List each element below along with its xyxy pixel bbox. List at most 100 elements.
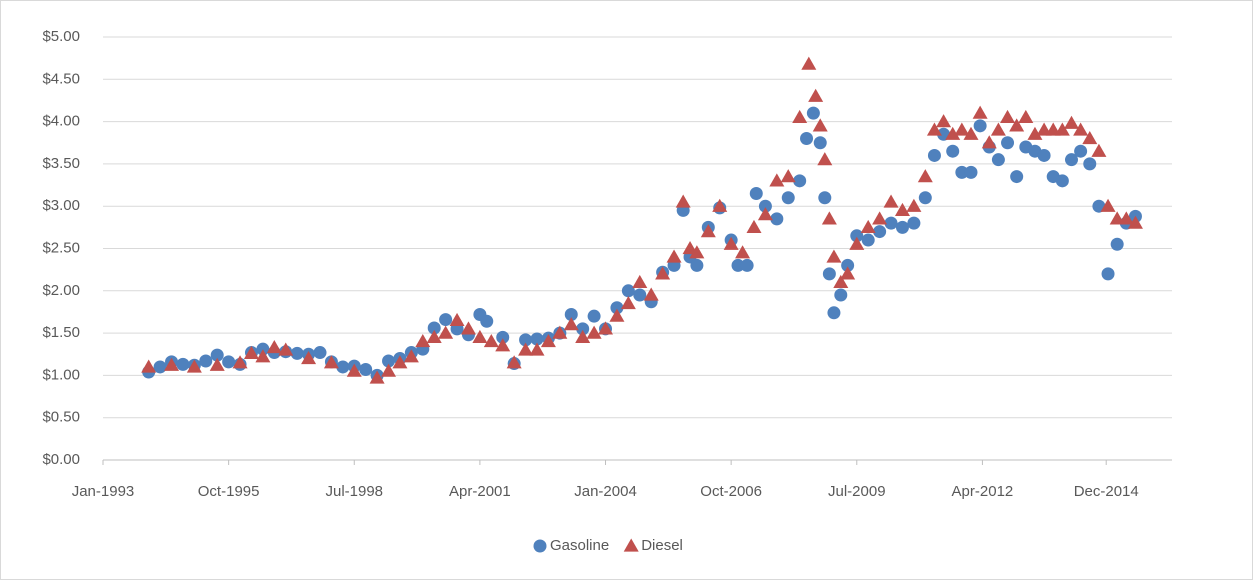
circle-marker [813, 136, 827, 150]
triangle-marker [700, 224, 716, 238]
circle-marker [587, 309, 601, 323]
triangle-marker [821, 211, 837, 225]
triangle-marker [735, 245, 751, 259]
circle-marker [210, 348, 224, 362]
triangle-marker [232, 355, 248, 369]
circle-marker [633, 288, 647, 302]
triangle-marker [723, 236, 739, 250]
triangle-marker [643, 287, 659, 301]
triangle-marker [1000, 109, 1016, 123]
circle-marker [918, 191, 932, 205]
circle-marker [530, 332, 544, 346]
circle-marker [1064, 153, 1078, 167]
triangle-marker [936, 114, 952, 128]
y-tick-label: $1.50 [42, 324, 80, 341]
triangle-marker [769, 173, 785, 187]
triangle-marker [278, 342, 294, 356]
circle-marker [955, 165, 969, 179]
circle-marker [336, 360, 350, 374]
circle-marker [850, 229, 864, 243]
circle-marker [290, 346, 304, 360]
legend-label: Gasoline [550, 537, 609, 554]
triangle-marker [529, 342, 545, 356]
triangle-marker [186, 359, 202, 373]
triangle-marker [757, 207, 773, 221]
triangle-marker [840, 266, 856, 280]
circle-marker [1101, 267, 1115, 281]
circle-marker [781, 191, 795, 205]
circle-marker [907, 216, 921, 230]
triangle-marker [826, 249, 842, 263]
triangle-marker [1091, 143, 1107, 157]
triangle-marker [483, 334, 499, 348]
triangle-marker [426, 329, 442, 343]
y-tick-label: $0.50 [42, 409, 80, 426]
circle-marker [1074, 144, 1088, 158]
circle-marker [822, 267, 836, 281]
circle-marker [576, 322, 590, 336]
triangle-marker [808, 88, 824, 102]
triangle-marker [243, 345, 259, 360]
circle-marker [313, 346, 327, 360]
y-tick-label: $0.00 [42, 451, 80, 468]
triangle-marker [917, 169, 933, 183]
triangle-marker [415, 334, 431, 348]
circle-marker [806, 106, 820, 120]
triangle-marker [675, 194, 691, 208]
triangle-marker [323, 355, 339, 369]
circle-marker [1001, 136, 1015, 150]
y-tick-label: $2.00 [42, 282, 80, 299]
triangle-marker [1009, 118, 1025, 132]
triangle-marker [609, 308, 625, 322]
triangle-marker [972, 105, 988, 119]
circle-marker [153, 360, 167, 374]
circle-marker [1083, 157, 1097, 171]
circle-marker [359, 362, 373, 376]
triangle-marker [1027, 126, 1043, 140]
triangle-marker [792, 109, 808, 123]
triangle-marker [883, 194, 899, 208]
triangle-marker [598, 321, 614, 335]
circle-marker [991, 153, 1005, 167]
triangle-marker [346, 363, 362, 377]
triangle-marker [1018, 109, 1034, 123]
triangle-marker [655, 266, 671, 280]
triangle-marker [746, 219, 762, 233]
triangle-marker [689, 245, 705, 259]
legend-label: Diesel [641, 537, 683, 554]
triangle-marker [620, 295, 636, 310]
triangle-marker [301, 350, 317, 365]
y-tick-label: $3.50 [42, 155, 80, 172]
triangle-marker [860, 219, 876, 233]
circle-marker [927, 148, 941, 162]
triangle-marker [1054, 122, 1070, 136]
triangle-marker [1127, 215, 1143, 229]
triangle-marker [1073, 122, 1089, 136]
circle-marker [740, 258, 754, 272]
y-tick-label: $3.00 [42, 197, 80, 214]
triangle-marker [945, 126, 961, 140]
x-tick-label: Apr-2001 [449, 483, 511, 500]
triangle-marker [552, 325, 568, 339]
x-tick-label: Oct-1995 [198, 483, 260, 500]
circle-marker [973, 119, 987, 133]
triangle-marker [906, 198, 922, 212]
circle-marker [176, 357, 190, 371]
triangle-marker [990, 122, 1006, 136]
triangle-marker [381, 363, 397, 377]
triangle-marker [575, 329, 591, 343]
circle-marker [610, 301, 624, 315]
circle-marker [1055, 174, 1069, 188]
legend-marker [533, 539, 547, 553]
triangle-marker [460, 321, 476, 335]
triangle-marker [801, 56, 817, 70]
circle-marker [884, 216, 898, 230]
triangle-marker [392, 355, 408, 369]
circle-marker [690, 258, 704, 272]
circle-marker [946, 144, 960, 158]
triangle-marker [632, 274, 648, 288]
circle-marker [731, 258, 745, 272]
triangle-marker [817, 152, 833, 166]
circle-marker [770, 212, 784, 226]
circle-marker [827, 306, 841, 320]
